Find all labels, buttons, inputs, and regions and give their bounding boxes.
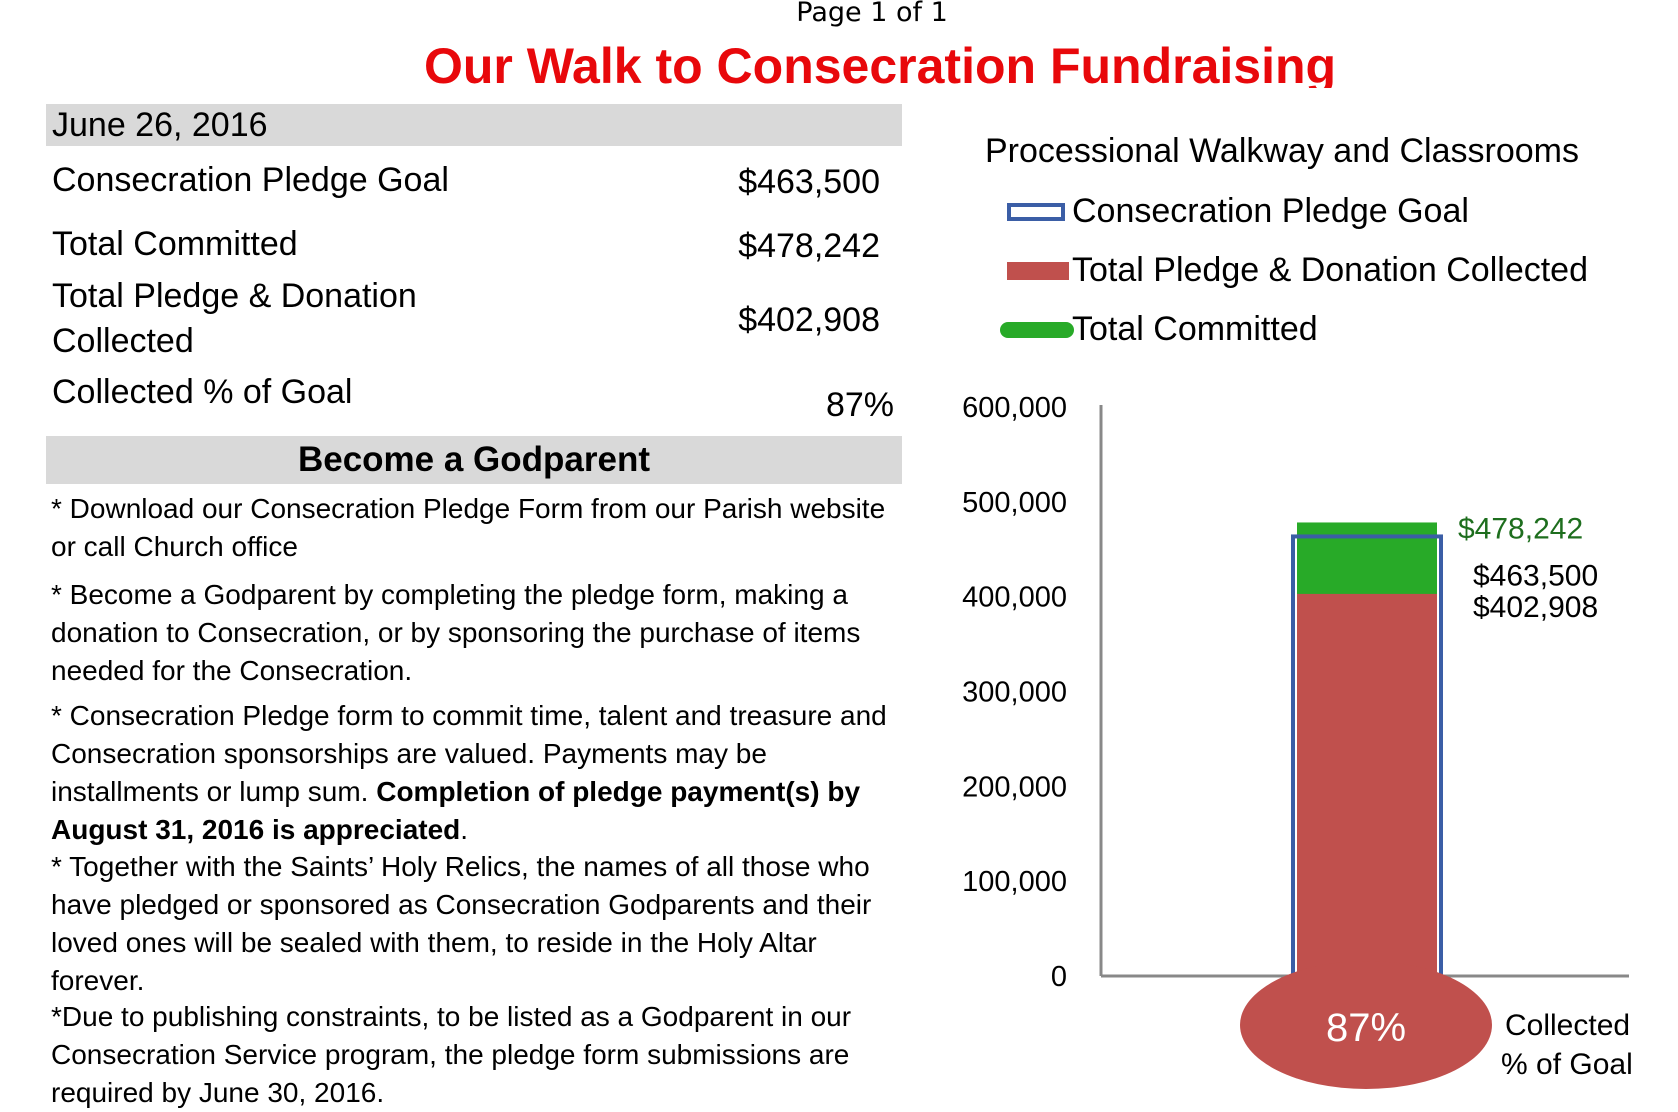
godparent-paragraph-4: * Together with the Saints’ Holy Relics,…	[51, 851, 872, 996]
stat-row-committed: Total Committed $478,242	[52, 222, 892, 267]
percent-caption: Collected	[1505, 1009, 1630, 1042]
bar-total-collected	[1297, 593, 1437, 976]
deadline-emphasis: Completion of pledge payment(s) by Augus…	[51, 776, 861, 845]
y-tick-label: 300,000	[962, 677, 1067, 709]
y-tick-label: 500,000	[962, 487, 1067, 519]
godparent-paragraph-2: * Become a Godparent by completing the p…	[51, 579, 861, 686]
data-label-goal: $463,500	[1473, 559, 1598, 592]
y-tick-label: 600,000	[962, 392, 1067, 424]
stat-label: Total Committed	[52, 225, 298, 263]
stat-label: Collected	[52, 322, 194, 360]
stat-row-goal: Consecration Pledge Goal $463,500	[52, 158, 892, 203]
percent-caption: % of Goal	[1501, 1048, 1633, 1081]
y-tick-label: 100,000	[962, 866, 1067, 898]
data-label-collected: $402,908	[1473, 591, 1598, 624]
bulb-percent-label: 87%	[1326, 1006, 1406, 1050]
stat-value: $478,242	[738, 227, 880, 265]
paragraph-text: * Consecration Pledge form to commit tim…	[51, 700, 887, 807]
stat-value: $402,908	[738, 301, 880, 339]
legend-swatch-collected	[1007, 262, 1069, 280]
page-title: Our Walk to Consecration Fundraising	[423, 38, 1337, 88]
y-tick-label: 200,000	[962, 771, 1067, 803]
stat-value: 87%	[825, 386, 894, 424]
legend-label: Total Pledge & Donation Collected	[1072, 251, 1588, 289]
stat-value: $463,500	[738, 163, 880, 201]
stat-row-collected: Total Pledge & Donation Collected $402,9…	[52, 274, 892, 364]
page-number: Page 1 of 1	[796, 0, 948, 28]
godparent-paragraph-3: * Consecration Pledge form to commit tim…	[51, 697, 911, 849]
godparent-paragraph-1: * Download our Consecration Pledge Form …	[51, 493, 886, 562]
report-date: June 26, 2016	[46, 104, 902, 146]
legend-swatch-goal	[1007, 203, 1065, 221]
godparent-heading: Become a Godparent	[46, 436, 902, 484]
y-tick-label: 400,000	[962, 582, 1067, 614]
stat-label: Consecration Pledge Goal	[52, 161, 449, 199]
chart-title: Processional Walkway and Classrooms	[985, 132, 1579, 170]
y-tick-label: 0	[1051, 961, 1067, 993]
stat-row-percent: Collected % of Goal 87%	[52, 370, 894, 430]
paragraph-text: .	[460, 814, 469, 845]
stat-label: Total Pledge & Donation	[52, 277, 417, 315]
thermometer-bulb	[1240, 961, 1492, 1089]
stat-label: Collected % of Goal	[52, 373, 353, 411]
godparent-paragraph-5: *Due to publishing constraints, to be li…	[51, 1001, 852, 1108]
legend-label: Consecration Pledge Goal	[1072, 192, 1469, 230]
legend-swatch-committed	[1000, 322, 1074, 338]
legend-label: Total Committed	[1072, 310, 1318, 348]
data-label-committed: $478,242	[1458, 512, 1583, 545]
